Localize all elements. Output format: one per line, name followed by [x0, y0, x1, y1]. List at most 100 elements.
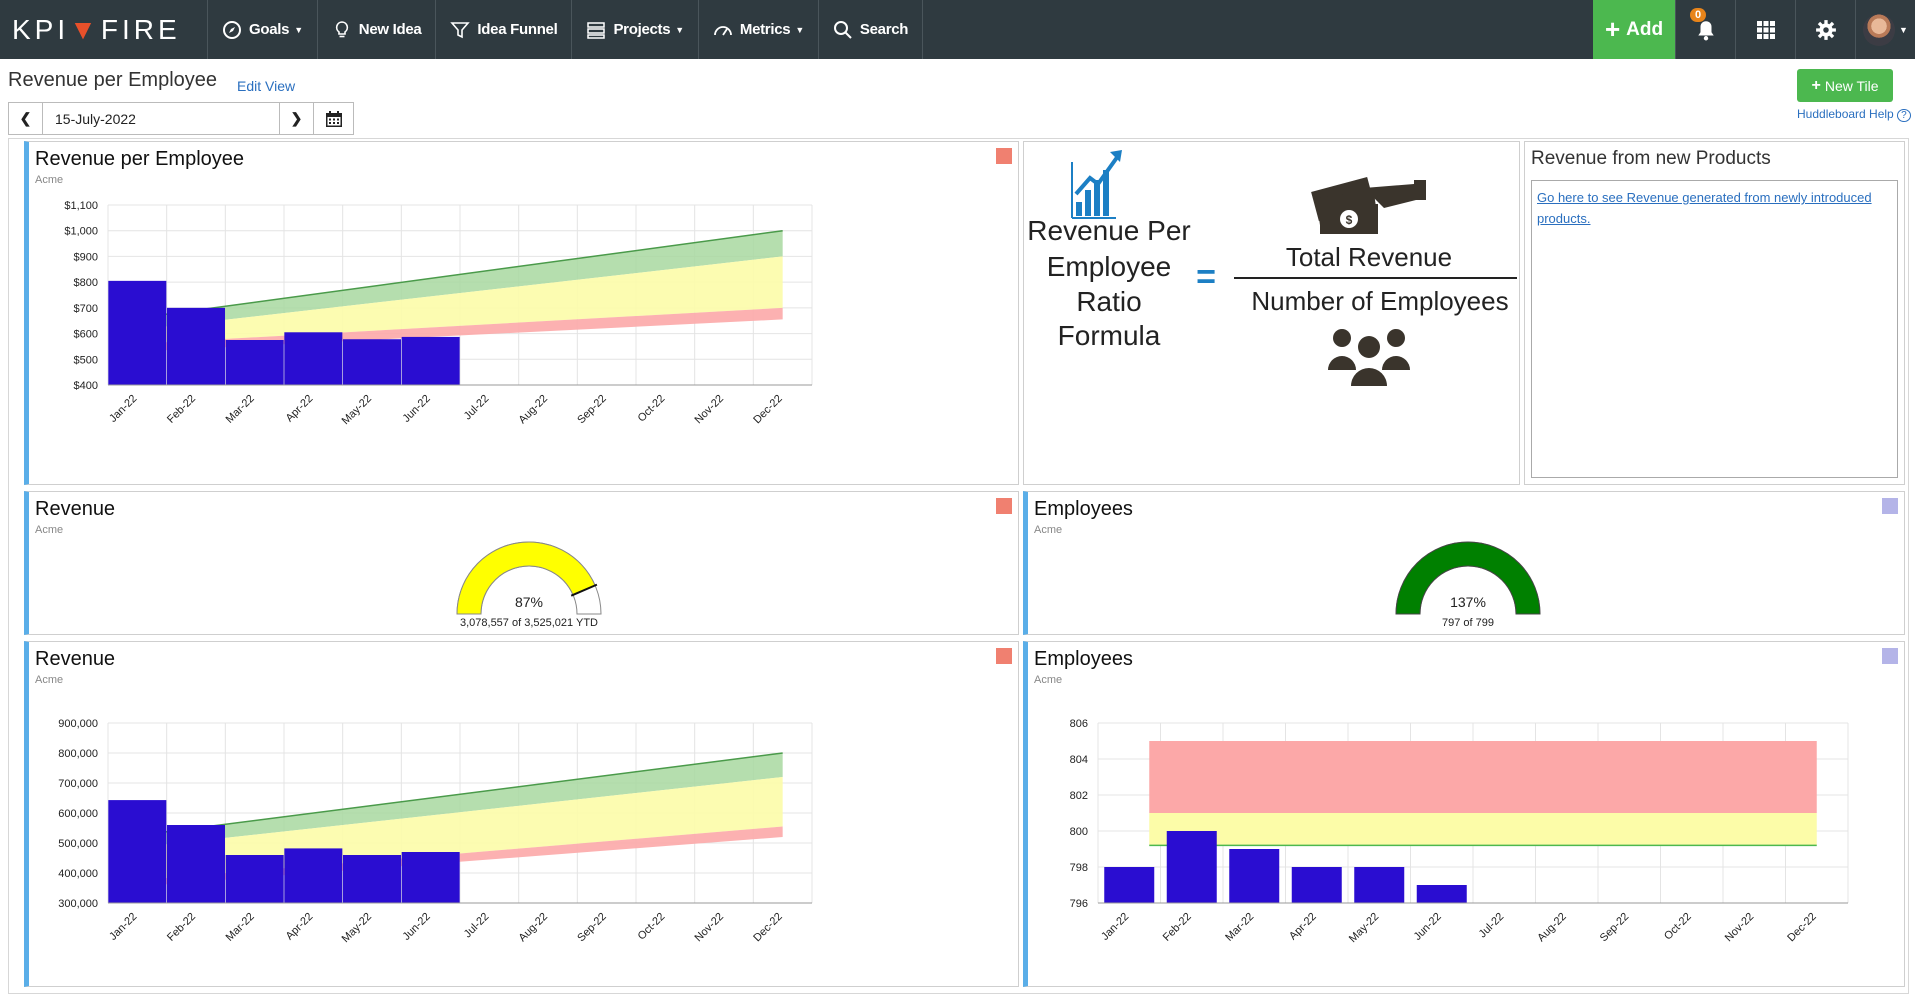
tile-revenue-per-employee[interactable]: Revenue per Employee Acme $400 $500 $600 $7… [24, 141, 1019, 485]
tile-title: Employees [1034, 648, 1133, 670]
tile-title: Employees [1034, 498, 1133, 520]
x-tick-label: Mar-22 [224, 911, 257, 944]
chevron-down-icon: ▼ [1899, 24, 1908, 35]
nav-search[interactable]: Search [819, 0, 924, 59]
tile-employees-gauge[interactable]: Employees Acme 137% 797 of 799 [1023, 491, 1905, 635]
x-tick-label: Nov-22 [693, 393, 727, 427]
x-tick-label: Dec-22 [1785, 911, 1819, 945]
x-tick-label: Oct-22 [636, 393, 668, 425]
nav-goals-label: Goals [249, 21, 290, 38]
edit-view-link[interactable]: Edit View [237, 78, 296, 94]
bar-apr-22 [284, 332, 343, 385]
new-tile-button[interactable]: + New Tile [1797, 69, 1893, 102]
tile-subtitle: Acme [35, 674, 64, 686]
y-tick-label: 300,000 [58, 898, 98, 910]
nav-goals[interactable]: Goals ▼ [208, 0, 318, 59]
chevron-down-icon: ▼ [795, 24, 804, 35]
revenue-per-employee-formula-image: Revenue Per Employee Ratio Formula = $ T… [1027, 150, 1517, 386]
new-products-revenue-link[interactable]: Go here to see Revenue generated from ne… [1537, 190, 1872, 226]
tile-title: Revenue per Employee [35, 148, 245, 170]
nav-projects[interactable]: Projects ▼ [572, 0, 699, 59]
bar-jan-22 [108, 800, 167, 903]
status-swatch [996, 498, 1012, 514]
bar-feb-22 [1166, 831, 1217, 903]
y-tick-label: $900 [74, 251, 98, 263]
huddleboard-help-link[interactable]: Huddleboard Help ? [1797, 107, 1911, 122]
kpifire-logo[interactable]: KPI ▼ FIRE [0, 0, 208, 59]
target-band-yellow [1149, 813, 1817, 846]
nav-new-idea[interactable]: New Idea [318, 0, 437, 59]
x-tick-label: Mar-22 [1223, 911, 1256, 944]
revenue-per-employee-chart: $400 $500 $600 $700 $800 $900 $1,000 $1,100 Jan-… [64, 200, 813, 427]
y-tick-label: $500 [74, 354, 98, 366]
link-box: Go here to see Revenue generated from ne… [1531, 180, 1898, 478]
target-line-upper [137, 752, 783, 837]
bar-jun-22 [401, 852, 460, 903]
y-tick-label: 806 [1070, 718, 1088, 730]
bar-feb-22 [167, 307, 225, 385]
logo-flame-icon: ▼ [69, 13, 101, 45]
chevron-down-icon: ▼ [294, 24, 303, 35]
gauge-fill [456, 541, 596, 615]
bar-apr-22 [1291, 867, 1342, 903]
x-tick-label: Sep-22 [1598, 911, 1632, 945]
formula-left-line-3: Ratio [1076, 286, 1141, 317]
calendar-icon [325, 110, 342, 127]
nav-idea-funnel-label: Idea Funnel [477, 21, 558, 38]
tile-revenue-new-products: Revenue from new Products Go here to see… [1524, 141, 1905, 485]
x-tick-label: Dec-22 [751, 393, 785, 427]
x-tick-label: Jun-22 [1412, 911, 1444, 943]
gauge-percent: 137% [1450, 594, 1486, 610]
calendar-button[interactable] [313, 103, 353, 134]
formula-numerator: Total Revenue [1286, 242, 1452, 272]
revenue-gauge: 87% 3,078,557 of 3,525,021 YTD [456, 541, 602, 629]
logo-text-left: KPI [12, 13, 70, 45]
bar-mar-22 [225, 340, 284, 385]
tile-revenue-gauge[interactable]: Revenue Acme 87% 3,078,557 of 3,525,021 … [24, 491, 1019, 635]
revenue-chart: 300,000 400,000 500,000 600,000 700,000 800,0… [58, 718, 813, 945]
tile-formula-image: Revenue Per Employee Ratio Formula = $ T… [1023, 141, 1520, 485]
add-button-label: Add [1626, 18, 1664, 40]
settings-button[interactable] [1795, 0, 1855, 59]
x-tick-label: Jan-22 [107, 911, 139, 943]
notification-badge: 0 [1690, 8, 1707, 22]
notifications-button[interactable]: 0 [1675, 0, 1735, 59]
previous-date-button[interactable]: ❮ [9, 103, 42, 134]
add-button[interactable]: + Add [1593, 0, 1675, 59]
formula-left-line-2: Employee [1047, 251, 1172, 282]
nav-idea-funnel[interactable]: Idea Funnel [436, 0, 573, 59]
nav-new-idea-label: New Idea [358, 21, 422, 38]
bar-feb-22 [167, 825, 225, 903]
tile-revenue-chart[interactable]: Revenue Acme 300,000 400,000 500,000 600,00… [24, 641, 1019, 987]
tile-employees-chart[interactable]: Employees Acme 796 798 800 802 804 806 Jan-22 F… [1023, 641, 1905, 987]
y-tick-label: 800,000 [58, 748, 98, 760]
status-swatch [996, 148, 1012, 164]
x-tick-label: Nov-22 [1723, 911, 1757, 945]
x-tick-label: Apr-22 [1287, 911, 1319, 943]
date-navigator: ❮ 15-July-2022 ❯ [8, 102, 354, 135]
tile-subtitle: Acme [1034, 524, 1063, 536]
help-label: Huddleboard Help [1797, 107, 1894, 121]
x-tick-label: Apr-22 [284, 911, 316, 943]
svg-text:$: $ [1346, 213, 1353, 227]
x-tick-label: Aug-22 [1535, 911, 1569, 945]
x-tick-label: Jul-22 [1477, 911, 1507, 941]
gauge-target-marker [570, 583, 598, 597]
status-swatch [996, 648, 1012, 664]
bar-jan-22 [1104, 867, 1155, 903]
tile-subtitle: Acme [35, 174, 64, 186]
nav-metrics[interactable]: Metrics ▼ [699, 0, 819, 59]
projects-icon [587, 21, 606, 39]
user-menu[interactable]: ▼ [1855, 0, 1915, 59]
tile-subtitle: Acme [35, 524, 64, 536]
tile-title: Revenue [35, 648, 116, 670]
formula-denominator: Number of Employees [1251, 286, 1508, 316]
date-field[interactable]: 15-July-2022 [42, 103, 280, 134]
next-date-button[interactable]: ❯ [280, 103, 313, 134]
y-tick-label: $1,100 [64, 200, 98, 212]
target-band-green [137, 753, 783, 848]
chevron-down-icon: ▼ [675, 24, 684, 35]
apps-grid-button[interactable] [1735, 0, 1795, 59]
y-tick-label: 802 [1070, 790, 1088, 802]
bar-may-22 [1354, 867, 1405, 903]
